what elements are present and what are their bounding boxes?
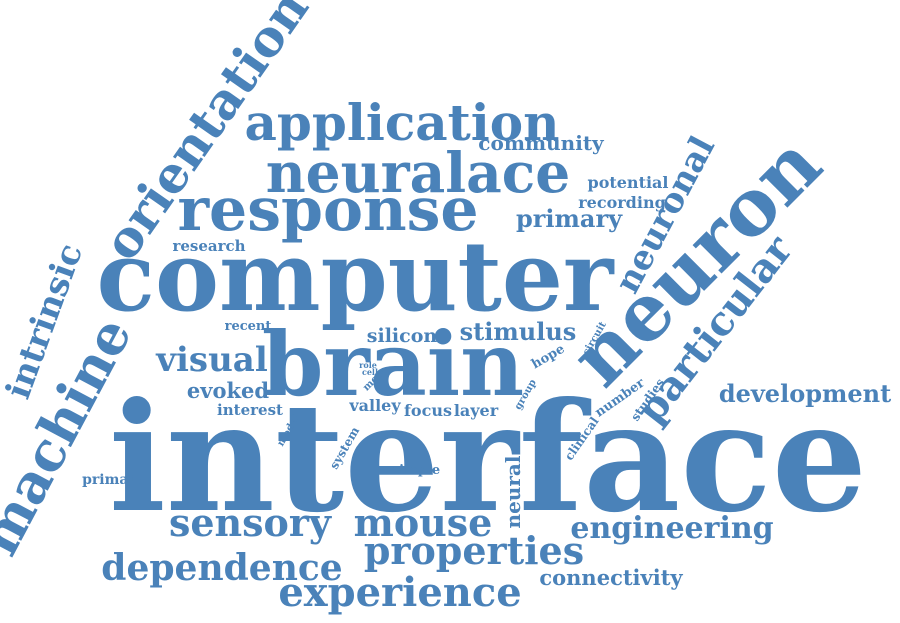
- word-development: development: [719, 379, 891, 408]
- word-mouse: mouse: [354, 500, 493, 545]
- word-properties: properties: [364, 528, 584, 573]
- word-cell: cell: [362, 367, 378, 377]
- word-response: response: [177, 175, 478, 245]
- word-neural: neural: [501, 455, 525, 528]
- word-role: role: [359, 360, 377, 370]
- word-primate: primate: [82, 472, 144, 488]
- word-stimulus: stimulus: [460, 317, 577, 346]
- word-brain: brain: [262, 312, 524, 416]
- word-primary: primary: [516, 204, 623, 233]
- word-experience: experience: [278, 569, 521, 616]
- word-visual: visual: [155, 340, 268, 380]
- word-computer: computer: [97, 220, 615, 333]
- word-evoked: evoked: [187, 378, 269, 403]
- word-simple: simple: [392, 463, 440, 478]
- word-silicon: silicon: [367, 325, 438, 347]
- word-application: application: [245, 93, 560, 152]
- word-valley: valley: [348, 396, 401, 415]
- word-potential: potential: [588, 173, 669, 192]
- word-engineering: engineering: [570, 511, 773, 546]
- word-neuralace: neuralace: [266, 140, 571, 205]
- word-interface: interface: [109, 370, 867, 546]
- word-layer: layer: [454, 401, 499, 420]
- word-recording: recording: [578, 193, 666, 212]
- word-focus: focus: [404, 401, 452, 420]
- word-connectivity: connectivity: [539, 565, 683, 590]
- word-research: research: [172, 237, 245, 255]
- word-interest: interest: [217, 401, 283, 419]
- word-community: community: [478, 131, 605, 155]
- word-hope: hope: [529, 342, 567, 373]
- word-dependence: dependence: [101, 547, 342, 589]
- word-sensory: sensory: [169, 500, 332, 545]
- word-recent: recent: [225, 319, 272, 334]
